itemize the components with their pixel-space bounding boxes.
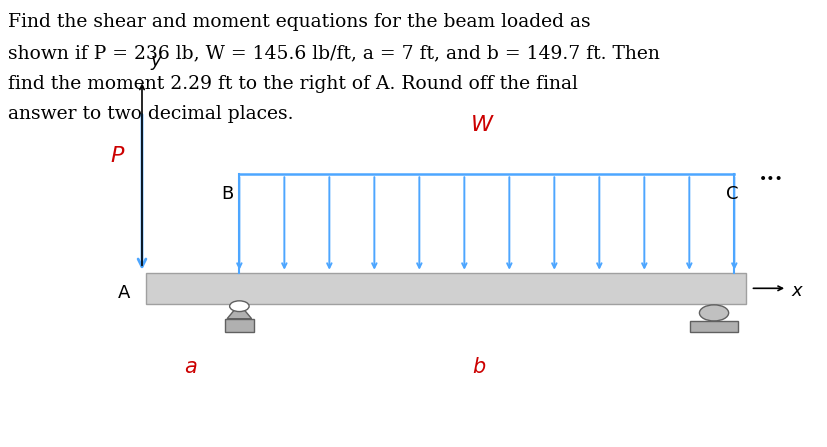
Text: Find the shear and moment equations for the beam loaded as
shown if P = 236 lb, : Find the shear and moment equations for … xyxy=(8,13,659,123)
Circle shape xyxy=(699,305,728,321)
Text: C: C xyxy=(725,186,738,203)
Bar xyxy=(224,319,254,332)
Text: $x$: $x$ xyxy=(790,282,803,299)
Text: •••: ••• xyxy=(758,172,782,186)
Polygon shape xyxy=(227,304,251,319)
Text: $W$: $W$ xyxy=(470,115,495,135)
Bar xyxy=(146,273,746,304)
Text: $P$: $P$ xyxy=(110,147,126,166)
Bar xyxy=(689,321,738,332)
Text: $b$: $b$ xyxy=(471,357,485,376)
Text: B: B xyxy=(221,186,233,203)
Circle shape xyxy=(229,301,249,312)
Text: $y$: $y$ xyxy=(150,54,163,72)
Text: A: A xyxy=(117,284,130,302)
Text: $a$: $a$ xyxy=(184,357,197,376)
